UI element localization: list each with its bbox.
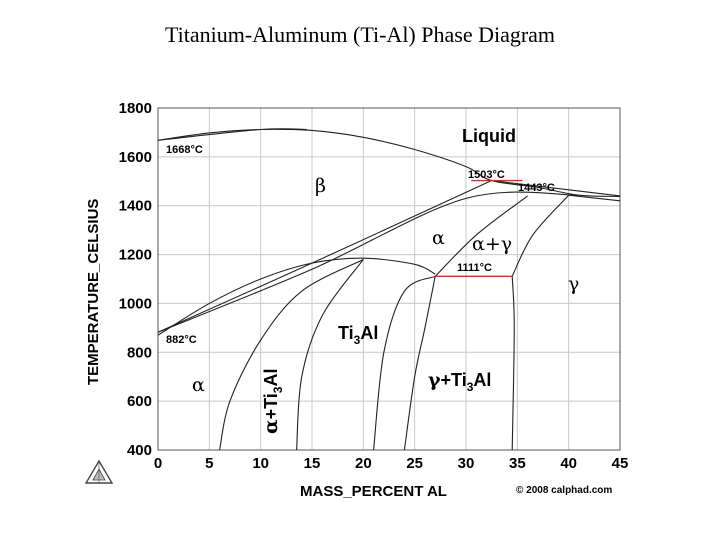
region-gamma-ti3al: γ+Ti3Al: [428, 369, 491, 394]
y-tick-label: 1800: [119, 100, 152, 117]
x-tick-label: 30: [458, 455, 475, 472]
diagram-title: Titanium-Aluminum (Ti-Al) Phase Diagram: [164, 22, 556, 47]
y-tick-label: 400: [127, 442, 152, 459]
boundary-ti3al-left: [296, 259, 364, 451]
boundary-beta-solidus: [157, 128, 307, 141]
x-tick-label: 40: [560, 455, 577, 472]
x-tick-label: 5: [205, 455, 213, 472]
y-tick-label: 800: [127, 344, 152, 361]
region-alpha-lower: α: [192, 374, 205, 396]
x-tick-label: 35: [509, 455, 526, 472]
y-tick-label: 1200: [119, 247, 152, 264]
plot-frame: [157, 107, 621, 451]
grid-lines: [157, 107, 621, 451]
x-tick-label: 45: [612, 455, 629, 472]
y-axis-label: TEMPERATURE_CELSIUS: [85, 199, 102, 385]
boundary-beta-transus-lower: [157, 191, 579, 333]
axis-ticks: 0 5 10 15 20 25 30 35 40 45 400 600 800 1000 1200 1400 1…: [119, 100, 629, 472]
region-liquid: Liquid: [462, 126, 516, 146]
boundary-alpha-gamma-left: [434, 195, 528, 277]
x-tick-label: 25: [406, 455, 423, 472]
annotation-882: 882°C: [166, 334, 197, 346]
annotation-1443: 1443°C: [518, 182, 555, 194]
x-tick-label: 15: [304, 455, 321, 472]
x-tick-label: 0: [154, 455, 162, 472]
credit-text: © 2008 calphad.com: [516, 485, 612, 496]
x-tick-label: 10: [252, 455, 269, 472]
annotation-1668: 1668°C: [166, 144, 203, 156]
boundary-gamma-left: [403, 276, 436, 451]
boundary-gamma-right: [511, 276, 515, 451]
boundary-beta-transus-upper: [157, 180, 492, 333]
boundary-gamma-upper-right: [568, 194, 621, 202]
annotation-1503: 1503°C: [468, 169, 505, 181]
region-alpha-gamma: α+γ: [472, 233, 512, 255]
phase-boundaries: [157, 128, 621, 451]
boundary-ti3al-right: [373, 275, 436, 451]
region-ti3al: Ti3Al: [338, 323, 378, 347]
y-tick-label: 1000: [119, 295, 152, 312]
y-tick-label: 1400: [119, 198, 152, 215]
region-alpha-ti3al: α+Ti3Al: [260, 369, 285, 435]
calphad-logo-icon: [84, 459, 114, 484]
region-beta: β: [315, 175, 326, 197]
annotation-1111: 1111°C: [457, 262, 492, 274]
y-tick-label: 600: [127, 393, 152, 410]
x-axis-label: MASS_PERCENT AL: [300, 483, 447, 500]
region-gamma: γ: [568, 273, 579, 295]
x-tick-label: 20: [355, 455, 372, 472]
boundary-liquidus: [157, 128, 621, 197]
boundary-beta-to-liquid-right: [491, 180, 621, 197]
boundary-alpha-ti3al-solvus: [219, 258, 364, 451]
boundary-alpha-boundary: [157, 257, 436, 336]
region-alpha-upper: α: [432, 227, 445, 249]
y-tick-label: 1600: [119, 149, 152, 166]
boundary-alpha-gamma-right: [511, 194, 570, 277]
